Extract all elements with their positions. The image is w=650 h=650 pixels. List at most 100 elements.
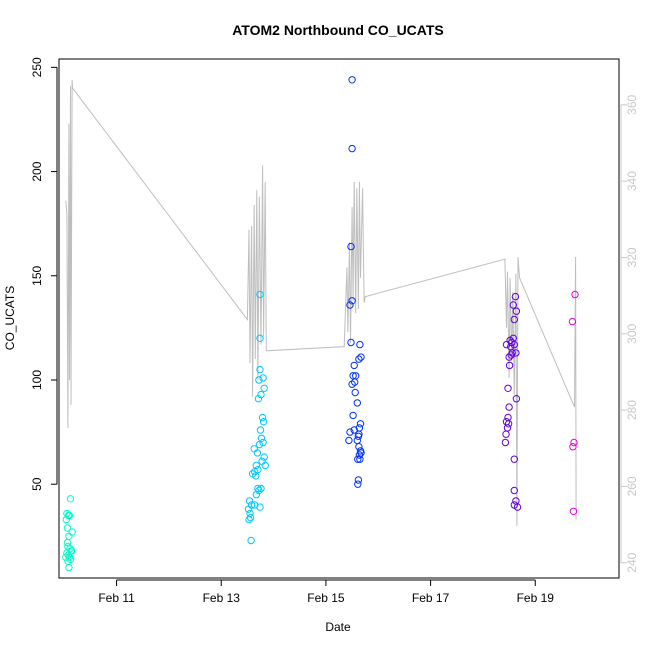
y-tick-label: 200 — [30, 161, 44, 181]
y2-tick-label: 340 — [625, 171, 639, 191]
data-point — [65, 532, 73, 540]
data-point — [347, 338, 355, 347]
data-point — [512, 349, 520, 357]
data-point — [350, 361, 358, 370]
plot-frame — [58, 58, 620, 579]
data-point — [256, 426, 265, 434]
data-point — [511, 292, 520, 301]
data-point — [513, 503, 522, 511]
data-point — [353, 436, 361, 445]
y-tick-label: 100 — [30, 370, 44, 390]
data-point — [63, 524, 72, 532]
data-point — [253, 449, 262, 457]
y-axis-label: CO_UCATS — [3, 286, 17, 350]
x-tick-label: Feb 17 — [412, 591, 450, 605]
data-point — [348, 380, 356, 388]
y2-tick-label: 320 — [625, 247, 639, 267]
data-point — [504, 384, 512, 392]
data-point — [354, 480, 362, 488]
data-point — [63, 538, 72, 547]
data-point — [256, 503, 264, 511]
data-point — [246, 513, 255, 522]
data-point — [65, 563, 73, 572]
data-point — [257, 434, 266, 442]
data-point — [509, 301, 517, 309]
y-tick-label: 50 — [30, 477, 44, 491]
data-point — [568, 317, 577, 326]
secondary-line — [65, 79, 577, 526]
data-point — [501, 438, 510, 447]
y2-tick-label: 240 — [625, 552, 639, 572]
data-point — [245, 515, 253, 524]
data-point — [355, 451, 364, 459]
data-point — [507, 342, 515, 351]
x-tick-label: Feb 11 — [98, 591, 135, 605]
data-point — [254, 484, 262, 493]
data-point — [505, 403, 513, 411]
data-point — [354, 476, 363, 484]
data-point — [258, 413, 267, 422]
secondary-series-line — [65, 79, 577, 526]
data-point — [505, 353, 513, 361]
y-tick-label: 150 — [30, 265, 44, 285]
data-point — [502, 430, 510, 438]
data-point — [512, 497, 520, 505]
data-point — [354, 455, 362, 463]
y2-tick-label: 360 — [625, 94, 639, 114]
data-point — [356, 420, 365, 428]
data-point — [504, 413, 512, 422]
data-point — [348, 297, 356, 305]
data-point — [62, 553, 70, 561]
data-point — [354, 432, 363, 440]
data-point — [256, 290, 264, 299]
data-point — [244, 505, 253, 513]
point-group-2 — [244, 290, 269, 545]
data-point — [255, 376, 263, 384]
data-point — [250, 445, 258, 453]
data-point — [357, 353, 365, 361]
y2-tick-label: 260 — [625, 476, 639, 496]
data-point — [356, 340, 364, 349]
data-point — [62, 515, 71, 524]
data-point — [259, 374, 267, 382]
data-point — [247, 536, 255, 545]
point-group-5 — [568, 290, 579, 515]
data-point — [569, 507, 578, 515]
data-point — [259, 418, 268, 426]
data-point — [346, 301, 354, 309]
x-axis-label: Date — [325, 620, 351, 634]
data-point — [256, 365, 264, 374]
point-group-1 — [62, 495, 76, 572]
data-point — [256, 334, 264, 342]
data-point — [512, 307, 521, 315]
y-tick-label: 250 — [30, 57, 44, 77]
data-point — [260, 453, 268, 461]
data-point — [507, 351, 515, 359]
data-point — [351, 388, 359, 397]
data-point — [348, 144, 356, 153]
data-point — [502, 340, 511, 349]
data-point — [505, 361, 514, 370]
point-group-4 — [501, 292, 522, 511]
data-point — [245, 497, 254, 505]
data-point — [510, 315, 518, 324]
data-point — [348, 76, 356, 84]
chart-title: ATOM2 Northbound CO_UCATS — [232, 22, 444, 38]
data-point — [510, 486, 518, 495]
data-point — [254, 395, 263, 403]
data-point — [261, 461, 269, 470]
data-point — [260, 384, 268, 392]
x-tick-label: Feb 15 — [307, 591, 345, 605]
data-point — [257, 484, 265, 493]
data-point — [510, 455, 518, 463]
data-point — [347, 242, 355, 251]
data-point — [355, 443, 363, 451]
data-point — [255, 440, 264, 449]
data-point — [509, 334, 517, 342]
data-point — [257, 390, 265, 399]
data-points — [62, 76, 579, 572]
data-point — [353, 399, 361, 407]
data-point — [570, 438, 578, 447]
y-axis-right: 240 260 280 300 320 340 360 — [620, 94, 639, 573]
x-tick-label: Feb 19 — [517, 591, 555, 605]
